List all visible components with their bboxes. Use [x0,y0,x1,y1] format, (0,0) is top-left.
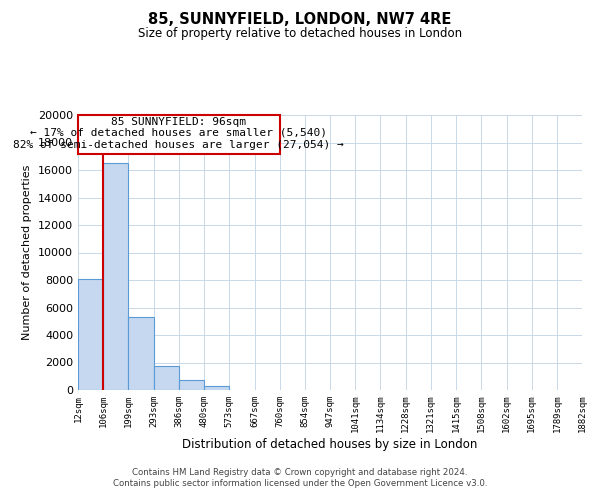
Bar [128,317,154,390]
Text: Contains HM Land Registry data © Crown copyright and database right 2024.
Contai: Contains HM Land Registry data © Crown c… [113,468,487,487]
Text: 82% of semi-detached houses are larger (27,054) →: 82% of semi-detached houses are larger (… [13,140,344,149]
Text: 85, SUNNYFIELD, LONDON, NW7 4RE: 85, SUNNYFIELD, LONDON, NW7 4RE [148,12,452,28]
Bar [103,163,128,390]
Bar [78,278,103,390]
Bar [154,366,179,390]
Bar [78,115,280,154]
Text: ← 17% of detached houses are smaller (5,540): ← 17% of detached houses are smaller (5,… [31,128,328,138]
Text: Size of property relative to detached houses in London: Size of property relative to detached ho… [138,28,462,40]
Bar [204,386,229,390]
X-axis label: Distribution of detached houses by size in London: Distribution of detached houses by size … [182,438,478,451]
Y-axis label: Number of detached properties: Number of detached properties [22,165,32,340]
Bar [179,380,204,390]
Text: 85 SUNNYFIELD: 96sqm: 85 SUNNYFIELD: 96sqm [112,117,247,127]
